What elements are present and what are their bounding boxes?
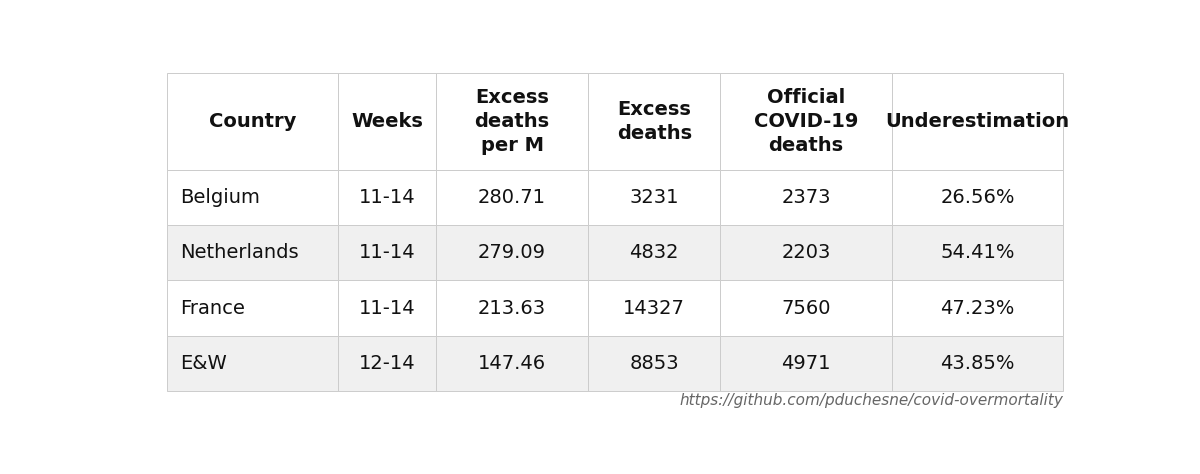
Text: 43.85%: 43.85% (941, 354, 1015, 373)
Bar (892, 170, 1063, 225)
Bar (720, 225, 892, 281)
Text: 12-14: 12-14 (359, 354, 415, 373)
Text: 4971: 4971 (781, 354, 830, 373)
Bar (720, 170, 892, 225)
Text: Country: Country (209, 112, 296, 131)
Text: Official
COVID-19
deaths: Official COVID-19 deaths (754, 88, 858, 155)
Text: France: France (180, 299, 245, 318)
Bar (892, 225, 1063, 281)
Bar (167, 336, 338, 391)
Text: 54.41%: 54.41% (941, 244, 1015, 263)
Bar (588, 225, 720, 281)
Text: 4832: 4832 (630, 244, 679, 263)
Bar (588, 170, 720, 225)
Text: 26.56%: 26.56% (941, 188, 1015, 207)
Text: 11-14: 11-14 (359, 188, 415, 207)
Text: https://github.com/pduchesne/covid-overmortality: https://github.com/pduchesne/covid-overm… (679, 392, 1063, 408)
Bar (588, 73, 720, 170)
Bar (720, 73, 892, 170)
Bar (892, 73, 1063, 170)
Text: 147.46: 147.46 (478, 354, 546, 373)
Bar (167, 281, 338, 336)
Bar (892, 336, 1063, 391)
Text: 8853: 8853 (629, 354, 679, 373)
Text: 47.23%: 47.23% (941, 299, 1015, 318)
Bar (436, 73, 588, 170)
Text: 280.71: 280.71 (478, 188, 546, 207)
Bar (167, 170, 338, 225)
Text: 2203: 2203 (781, 244, 830, 263)
Text: 279.09: 279.09 (478, 244, 546, 263)
Bar (720, 281, 892, 336)
Bar (436, 281, 588, 336)
Bar (436, 336, 588, 391)
Text: Excess
deaths
per M: Excess deaths per M (474, 88, 550, 155)
Bar (338, 170, 436, 225)
Bar (588, 336, 720, 391)
Text: Weeks: Weeks (352, 112, 424, 131)
Bar (436, 170, 588, 225)
Bar (436, 225, 588, 281)
Text: 2373: 2373 (781, 188, 830, 207)
Text: 7560: 7560 (781, 299, 830, 318)
Text: 11-14: 11-14 (359, 299, 415, 318)
Text: 213.63: 213.63 (478, 299, 546, 318)
Text: Underestimation: Underestimation (886, 112, 1069, 131)
Bar (892, 281, 1063, 336)
Bar (167, 225, 338, 281)
Text: Excess
deaths: Excess deaths (617, 100, 691, 143)
Bar (338, 336, 436, 391)
Bar (338, 225, 436, 281)
Bar (338, 73, 436, 170)
Text: Belgium: Belgium (180, 188, 260, 207)
Text: 14327: 14327 (623, 299, 685, 318)
Text: 3231: 3231 (630, 188, 679, 207)
Bar (338, 281, 436, 336)
Bar (720, 336, 892, 391)
Bar (167, 73, 338, 170)
Text: Netherlands: Netherlands (180, 244, 299, 263)
Bar (588, 281, 720, 336)
Text: 11-14: 11-14 (359, 244, 415, 263)
Text: E&W: E&W (180, 354, 227, 373)
